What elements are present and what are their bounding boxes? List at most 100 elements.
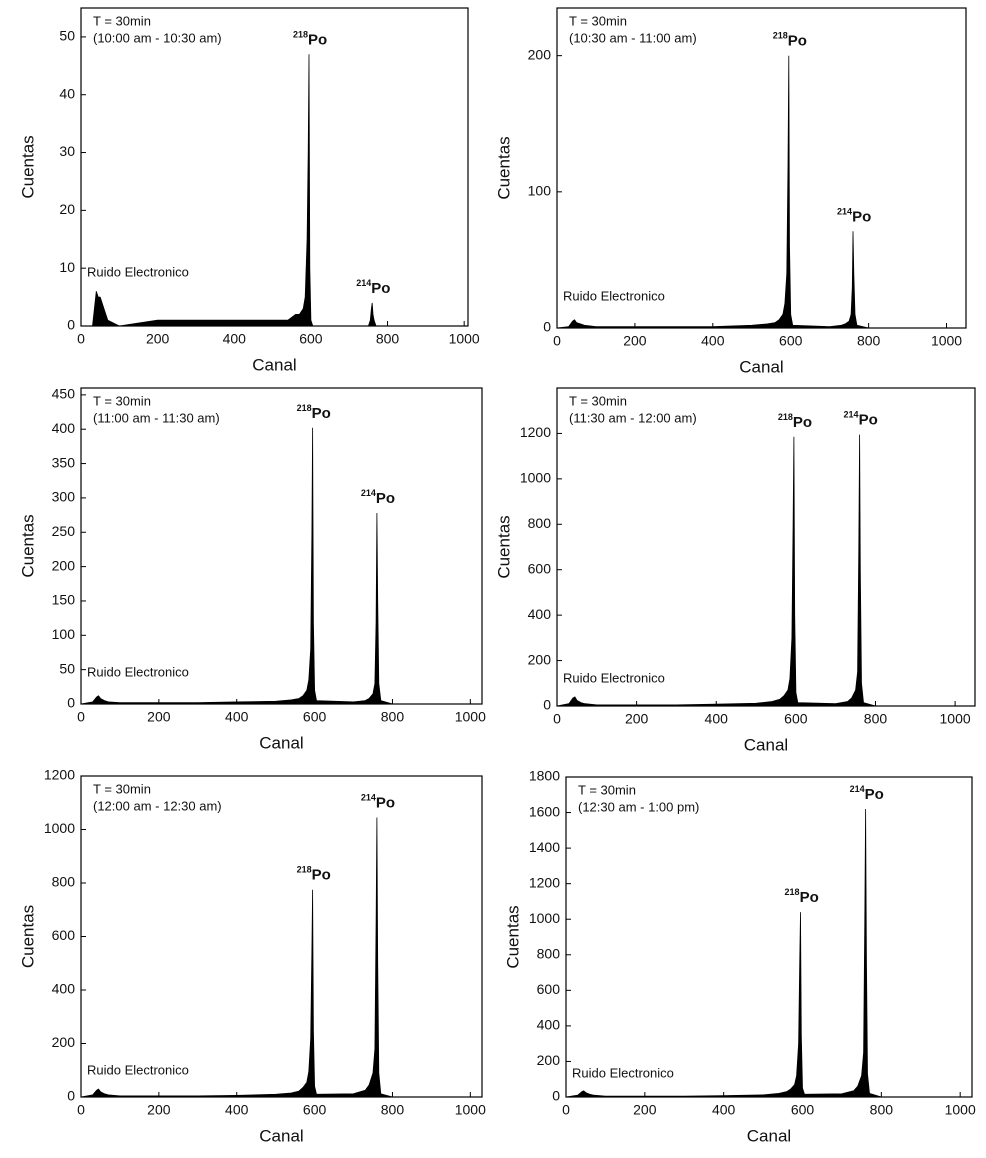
panel: 0 200 400 600 800 1000 0 50 100 150 200 250 300 350 40… (18, 386, 486, 753)
peak-mass: 218 (778, 412, 793, 422)
x-tick-label: 800 (857, 333, 881, 349)
y-tick-label: 1800 (529, 768, 560, 784)
y-axis-label: Cuentas (503, 905, 522, 968)
y-axis-label: Cuentas (18, 905, 37, 968)
y-tick-label: 30 (59, 143, 75, 159)
noise-label: Ruido Electronico (572, 1065, 674, 1080)
peak-label: 214Po (844, 410, 878, 429)
annotation: (12:30 am - 1:00 pm) (578, 799, 699, 814)
x-tick-label: 200 (146, 331, 170, 347)
x-tick-label: 600 (791, 1102, 815, 1118)
spectrum (565, 808, 961, 1098)
peak-label: 218Po (785, 887, 819, 906)
y-axis-label: Cuentas (494, 136, 513, 199)
x-tick-label: 0 (553, 711, 561, 727)
y-tick-label: 600 (537, 981, 561, 997)
plot-frame (556, 387, 976, 707)
x-tick-label: 1000 (940, 711, 971, 727)
y-tick-label: 0 (67, 317, 75, 333)
panel: 0 200 400 600 800 1000 0 200 400 600 800 1000 1200 Ca… (18, 767, 486, 1146)
spectrum (556, 55, 947, 329)
annotation: (12:00 am - 12:30 am) (93, 798, 222, 813)
peak-symbol: Po (376, 490, 395, 507)
x-axis-label: Canal (259, 733, 303, 752)
y-tick-label: 600 (52, 927, 76, 943)
y-tick-label: 400 (537, 1017, 561, 1033)
y-tick-label: 350 (52, 454, 76, 470)
plot-frame (80, 775, 483, 1098)
noise-label: Ruido Electronico (87, 264, 189, 279)
x-tick-label: 400 (223, 331, 247, 347)
peak-label: 214Po (361, 793, 395, 812)
x-axis-label: Canal (747, 1126, 791, 1145)
peak-symbol: Po (865, 786, 884, 803)
peak-mass: 218 (297, 865, 312, 875)
x-tick-label: 0 (553, 333, 561, 349)
x-tick-label: 200 (147, 709, 171, 725)
plot-frame (556, 7, 967, 329)
y-tick-label: 100 (528, 183, 552, 199)
x-tick-label: 800 (381, 1102, 405, 1118)
x-tick-label: 600 (299, 331, 323, 347)
peak-mass: 214 (361, 488, 376, 498)
peak-label: 214Po (361, 488, 395, 507)
y-tick-label: 600 (528, 560, 552, 576)
y-tick-label: 250 (52, 523, 76, 539)
peak-label: 214Po (837, 207, 871, 226)
y-tick-label: 40 (59, 85, 75, 101)
peak-mass: 218 (785, 887, 800, 897)
y-tick-label: 800 (52, 874, 76, 890)
x-tick-label: 1000 (945, 1102, 976, 1118)
x-tick-label: 400 (701, 333, 725, 349)
annotation: T = 30min (569, 13, 627, 28)
x-axis-label: Canal (259, 1126, 303, 1145)
peak-symbol: Po (800, 889, 819, 906)
annotation: (10:30 am - 11:00 am) (569, 30, 697, 45)
y-tick-label: 150 (52, 592, 76, 608)
spectrum (81, 54, 465, 327)
y-tick-label: 50 (59, 28, 75, 44)
x-tick-label: 0 (77, 331, 85, 347)
peak-symbol: Po (371, 280, 390, 297)
x-tick-label: 200 (633, 1102, 657, 1118)
y-tick-label: 400 (528, 606, 552, 622)
y-tick-label: 0 (552, 1088, 560, 1104)
x-tick-label: 1000 (449, 331, 480, 347)
peak-label: 214Po (356, 278, 390, 297)
y-tick-label: 1200 (529, 874, 560, 890)
x-axis-label: Canal (739, 357, 783, 376)
y-tick-label: 400 (52, 420, 76, 436)
y-tick-label: 1600 (529, 803, 560, 819)
y-tick-label: 1400 (529, 839, 560, 855)
peak-symbol: Po (788, 33, 807, 50)
y-tick-label: 200 (52, 557, 76, 573)
y-tick-label: 50 (59, 660, 75, 676)
y-tick-label: 200 (528, 651, 552, 667)
peak-label: 214Po (850, 784, 884, 803)
noise-label: Ruido Electronico (563, 670, 665, 685)
y-tick-label: 1000 (44, 820, 75, 836)
y-tick-label: 400 (52, 981, 76, 997)
annotation: (11:30 am - 12:00 am) (569, 410, 697, 425)
y-tick-label: 200 (528, 46, 552, 62)
peak-mass: 214 (361, 793, 376, 803)
y-tick-label: 200 (52, 1034, 76, 1050)
peak-symbol: Po (793, 414, 812, 431)
panel: 0 200 400 600 800 1000 0 100 200 Canal Cuentas T = … (494, 7, 967, 376)
y-tick-label: 100 (52, 626, 76, 642)
x-axis-label: Canal (252, 355, 296, 374)
peak-mass: 218 (293, 30, 308, 40)
y-tick-label: 0 (67, 695, 75, 711)
peak-label: 218Po (293, 30, 327, 49)
x-tick-label: 0 (77, 1102, 85, 1118)
panel: 0 200 400 600 800 1000 0 200 400 600 800 1000 1200 14… (503, 768, 975, 1146)
peak-mass: 214 (844, 410, 859, 420)
spectrum (80, 817, 471, 1098)
peak-label: 218Po (778, 412, 812, 431)
x-axis-label: Canal (744, 735, 788, 754)
noise-label: Ruido Electronico (87, 664, 189, 679)
peak-label: 218Po (773, 31, 807, 50)
y-tick-label: 0 (543, 319, 551, 335)
y-tick-label: 0 (67, 1088, 75, 1104)
